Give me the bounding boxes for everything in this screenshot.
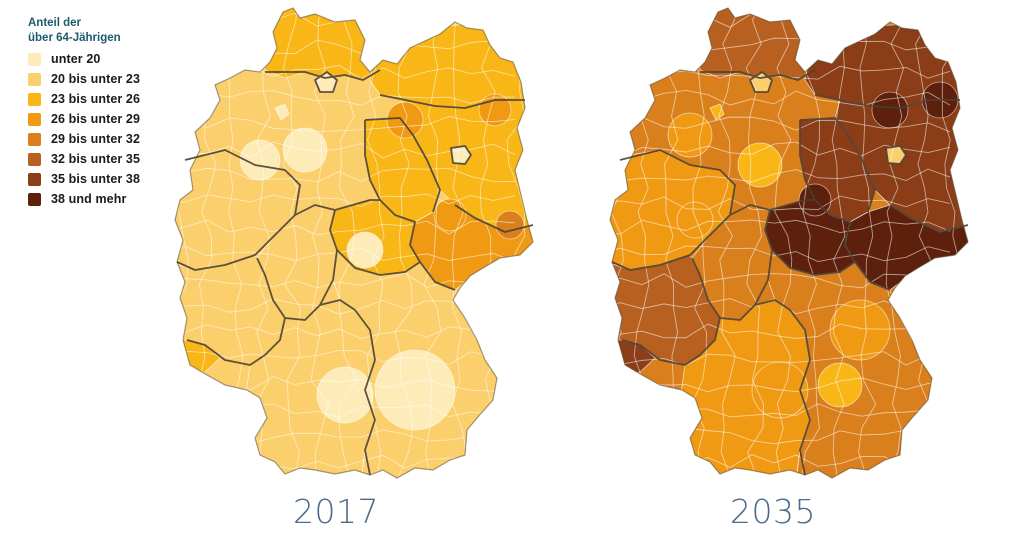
germany-map-svg — [174, 7, 534, 479]
state-boundaries — [176, 69, 534, 476]
legend-items: unter 20 20 bis unter 23 23 bis unter 26… — [28, 49, 178, 209]
state-boundaries — [611, 69, 969, 476]
legend-label: 35 bis unter 38 — [51, 172, 141, 186]
legend-label: 29 bis unter 32 — [51, 132, 141, 146]
legend-swatch — [28, 192, 41, 206]
district-patch — [374, 349, 456, 431]
legend-label: 23 bis unter 26 — [51, 92, 141, 106]
district-patch — [239, 139, 281, 181]
map-2017 — [165, 0, 535, 490]
legend-item: unter 20 — [28, 49, 178, 69]
legend: Anteil der über 64-Jährigen unter 20 20 … — [28, 16, 178, 209]
legend-title-line2: über 64-Jährigen — [28, 32, 121, 44]
legend-label: 26 bis unter 29 — [51, 112, 141, 126]
district-patch — [829, 299, 891, 361]
legend-label: 20 bis unter 23 — [51, 72, 141, 86]
legend-item: 38 und mehr — [28, 189, 178, 209]
district-patches — [239, 93, 525, 431]
legend-swatch — [28, 132, 41, 146]
year-label-2017: 2017 — [293, 492, 379, 531]
legend-item: 29 bis unter 32 — [28, 129, 178, 149]
year-label-2035: 2035 — [730, 492, 816, 531]
legend-label: 38 und mehr — [51, 192, 127, 206]
germany-map-svg — [609, 7, 969, 479]
region-bremen — [709, 103, 725, 121]
legend-swatch — [28, 152, 41, 166]
legend-swatch — [28, 172, 41, 186]
district-patch — [676, 201, 714, 239]
legend-item: 26 bis unter 29 — [28, 109, 178, 129]
legend-swatch — [28, 112, 41, 126]
region-schleswig-holstein — [264, 8, 381, 81]
district-patch — [386, 101, 424, 139]
legend-item: 35 bis unter 38 — [28, 169, 178, 189]
legend-swatch — [28, 72, 41, 86]
map-2035 — [600, 0, 970, 490]
legend-title: Anteil der über 64-Jährigen — [28, 16, 178, 46]
district-patch — [495, 210, 525, 240]
region-schleswig-holstein — [699, 8, 816, 81]
district-patch — [817, 362, 863, 408]
legend-item: 23 bis unter 26 — [28, 89, 178, 109]
legend-label: unter 20 — [51, 52, 101, 66]
region-mecklenburg-vorpommern — [369, 19, 533, 109]
legend-item: 20 bis unter 23 — [28, 69, 178, 89]
legend-label: 32 bis unter 35 — [51, 152, 141, 166]
country-outline — [609, 7, 969, 479]
legend-item: 32 bis unter 35 — [28, 149, 178, 169]
country-outline — [174, 7, 534, 479]
region-bremen — [274, 103, 290, 121]
legend-title-line1: Anteil der — [28, 17, 82, 29]
legend-swatch — [28, 52, 41, 66]
legend-swatch — [28, 92, 41, 106]
district-patch — [282, 127, 328, 173]
